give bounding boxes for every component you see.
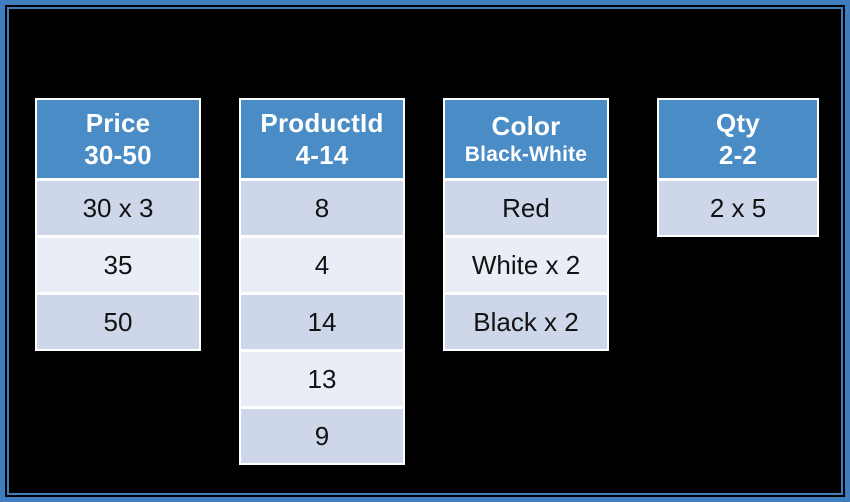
productid-header-range: 4-14 bbox=[295, 140, 349, 170]
color-row: Red bbox=[445, 181, 607, 235]
color-header-title: Color bbox=[491, 110, 561, 141]
qty-header-range: 2-2 bbox=[718, 140, 758, 170]
price-header-range: 30-50 bbox=[84, 140, 152, 170]
qty-table-header: Qty 2-2 bbox=[659, 100, 817, 178]
productid-row: 14 bbox=[241, 295, 403, 349]
productid-row: 13 bbox=[241, 352, 403, 406]
productid-table: ProductId 4-14 8 4 14 13 9 bbox=[239, 98, 405, 465]
price-table-header: Price 30-50 bbox=[37, 100, 199, 178]
productid-table-header: ProductId 4-14 bbox=[241, 100, 403, 178]
color-header-range: Black-White bbox=[464, 143, 588, 167]
productid-row: 4 bbox=[241, 238, 403, 292]
price-header-title: Price bbox=[85, 107, 151, 138]
price-row: 35 bbox=[37, 238, 199, 292]
price-row: 50 bbox=[37, 295, 199, 349]
qty-header-title: Qty bbox=[716, 107, 760, 138]
qty-table: Qty 2-2 2 x 5 bbox=[657, 98, 819, 237]
qty-row: 2 x 5 bbox=[659, 181, 817, 235]
productid-header-title: ProductId bbox=[260, 107, 384, 138]
color-row: White x 2 bbox=[445, 238, 607, 292]
color-row: Black x 2 bbox=[445, 295, 607, 349]
productid-row: 9 bbox=[241, 409, 403, 463]
color-table-header: Color Black-White bbox=[445, 100, 607, 178]
color-table: Color Black-White Red White x 2 Black x … bbox=[443, 98, 609, 351]
price-row: 30 x 3 bbox=[37, 181, 199, 235]
productid-row: 8 bbox=[241, 181, 403, 235]
tables-layer: Price 30-50 30 x 3 35 50 ProductId 4-14 … bbox=[5, 5, 845, 497]
price-table: Price 30-50 30 x 3 35 50 bbox=[35, 98, 201, 351]
